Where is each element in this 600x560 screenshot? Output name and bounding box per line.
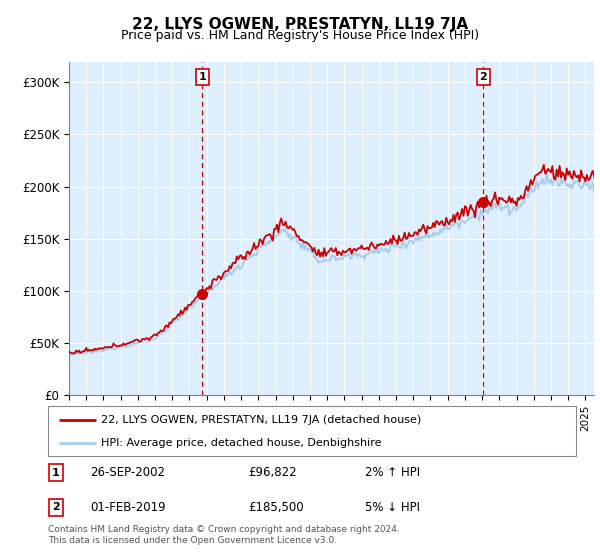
Text: 2% ↑ HPI: 2% ↑ HPI xyxy=(365,466,420,479)
FancyBboxPatch shape xyxy=(48,406,576,456)
Text: 26-SEP-2002: 26-SEP-2002 xyxy=(90,466,165,479)
Text: 22, LLYS OGWEN, PRESTATYN, LL19 7JA: 22, LLYS OGWEN, PRESTATYN, LL19 7JA xyxy=(132,17,468,32)
Text: £185,500: £185,500 xyxy=(248,501,304,514)
Text: Contains HM Land Registry data © Crown copyright and database right 2024.
This d: Contains HM Land Registry data © Crown c… xyxy=(48,525,400,545)
Text: 1: 1 xyxy=(199,72,206,82)
Text: 2: 2 xyxy=(479,72,487,82)
Text: HPI: Average price, detached house, Denbighshire: HPI: Average price, detached house, Denb… xyxy=(101,438,382,448)
Text: 1: 1 xyxy=(52,468,60,478)
Text: 2: 2 xyxy=(52,502,60,512)
Text: 22, LLYS OGWEN, PRESTATYN, LL19 7JA (detached house): 22, LLYS OGWEN, PRESTATYN, LL19 7JA (det… xyxy=(101,414,421,424)
Text: 01-FEB-2019: 01-FEB-2019 xyxy=(90,501,166,514)
Text: Price paid vs. HM Land Registry's House Price Index (HPI): Price paid vs. HM Land Registry's House … xyxy=(121,29,479,42)
Text: 5% ↓ HPI: 5% ↓ HPI xyxy=(365,501,420,514)
Text: £96,822: £96,822 xyxy=(248,466,297,479)
